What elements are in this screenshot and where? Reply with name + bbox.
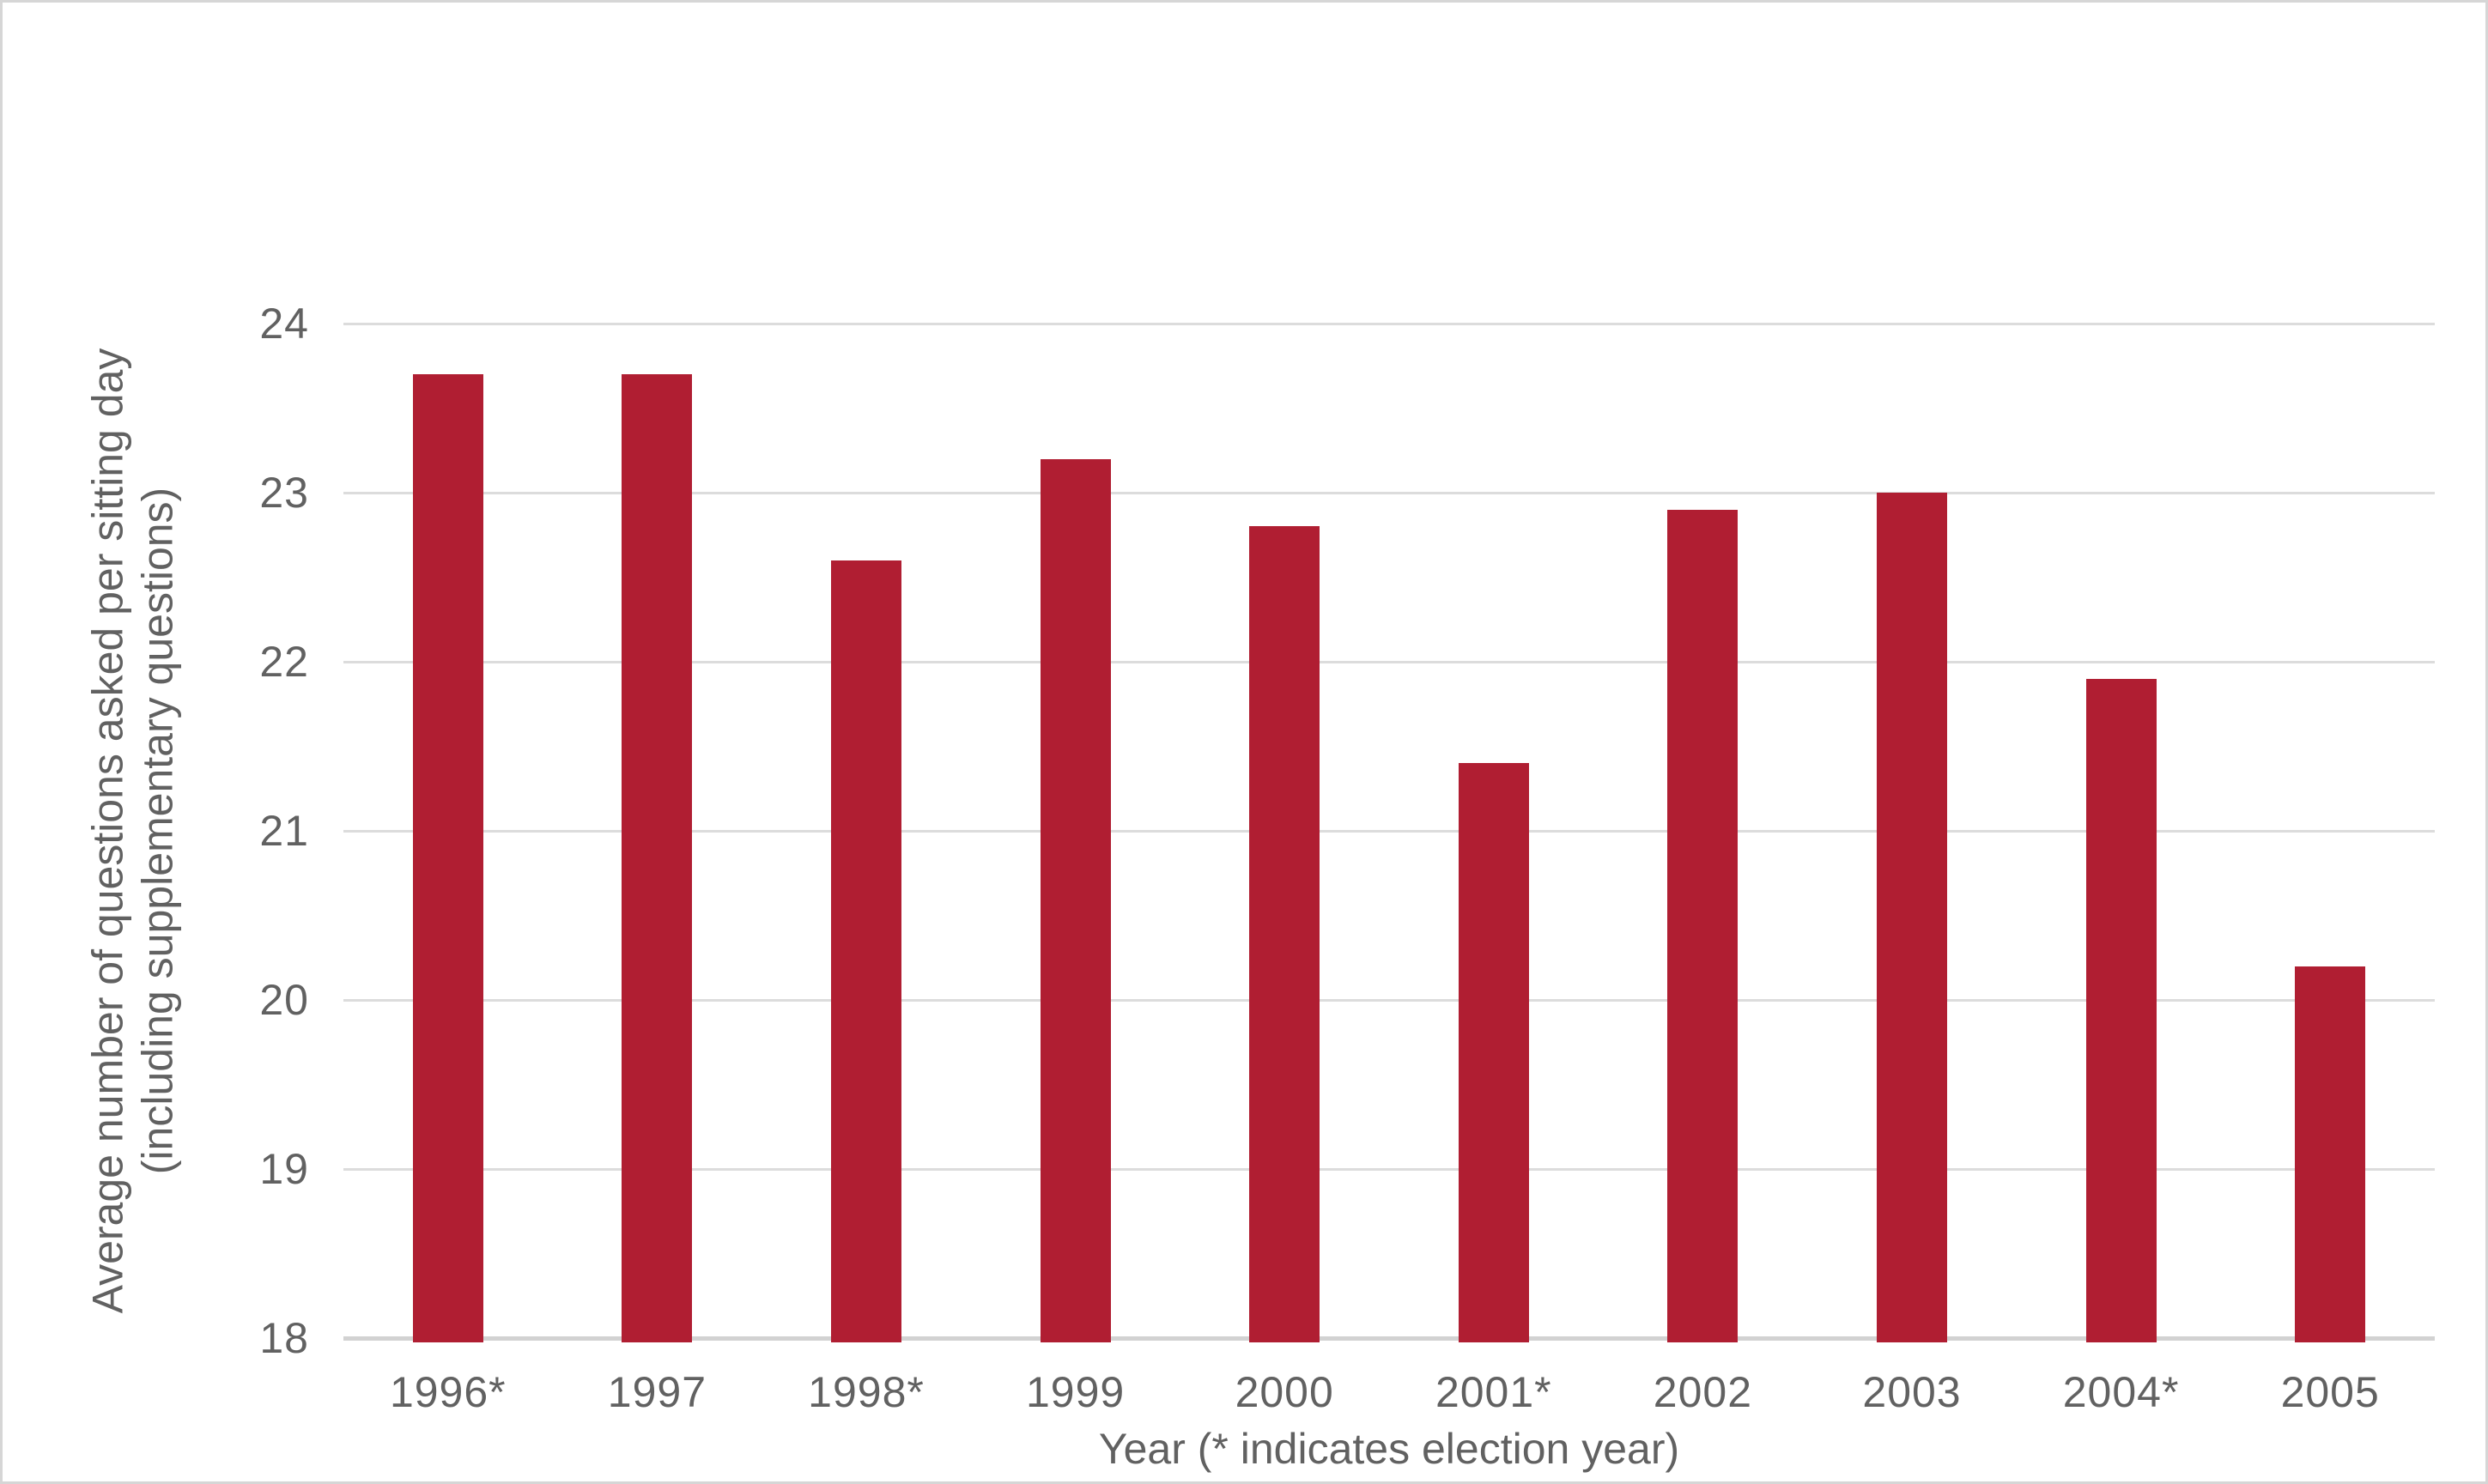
y-tick-label: 22 — [259, 638, 309, 686]
y-tick-label: 18 — [259, 1314, 309, 1362]
x-tick-label: 1997 — [607, 1368, 707, 1416]
gridline — [343, 998, 2435, 1002]
x-tick-label: 2003 — [1862, 1368, 1962, 1416]
x-tick-label: 2000 — [1235, 1368, 1334, 1416]
bar-2002 — [1667, 509, 1739, 1342]
bar-1997 — [622, 374, 693, 1342]
bar-1998 — [831, 560, 901, 1342]
x-axis-line — [343, 1336, 2435, 1341]
bar-2003 — [1877, 493, 1947, 1342]
gridline — [343, 829, 2435, 833]
gridline — [343, 660, 2435, 663]
y-tick-label: 23 — [259, 469, 309, 517]
y-tick-label: 24 — [259, 300, 309, 348]
gridline — [343, 1167, 2435, 1171]
bar-2005 — [2295, 966, 2366, 1342]
bar-2001 — [1458, 763, 1529, 1342]
bar-1999 — [1040, 458, 1111, 1342]
x-tick-label: 1996* — [389, 1368, 507, 1416]
bar-2004 — [2085, 678, 2157, 1342]
x-tick-label: 1998* — [808, 1368, 925, 1416]
x-tick-label: 1999 — [1025, 1368, 1126, 1416]
gridline — [343, 322, 2435, 325]
y-tick-label: 21 — [259, 807, 309, 855]
y-tick-label: 19 — [259, 1145, 309, 1193]
gridline — [343, 491, 2435, 494]
x-tick-label: 2002 — [1653, 1368, 1753, 1416]
plot-area: 1996* 1997 1998* 1999 2000 2001* 2002 2003 2004*… — [343, 322, 2435, 1416]
x-tick-label: 2005 — [2280, 1368, 2380, 1416]
x-tick-label: 2001* — [1435, 1368, 1552, 1416]
bar-1996 — [412, 374, 483, 1342]
bar-2000 — [1249, 526, 1320, 1342]
y-tick-label: 20 — [259, 976, 309, 1024]
x-tick-label: 2004* — [2062, 1368, 2180, 1416]
x-axis-title: Year (* indicates election year) — [1098, 1425, 1680, 1473]
